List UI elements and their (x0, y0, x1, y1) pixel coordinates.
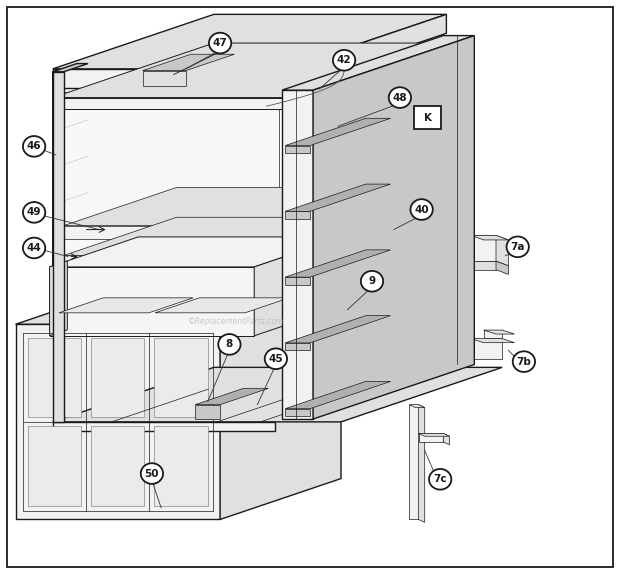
Polygon shape (220, 284, 341, 519)
Text: 45: 45 (268, 354, 283, 364)
Polygon shape (285, 277, 310, 285)
Circle shape (389, 87, 411, 108)
Polygon shape (50, 267, 254, 336)
Polygon shape (409, 405, 419, 519)
Polygon shape (418, 433, 443, 442)
Text: 9: 9 (368, 276, 376, 286)
Text: 49: 49 (27, 207, 42, 218)
Polygon shape (285, 316, 391, 343)
Text: 48: 48 (392, 92, 407, 103)
Circle shape (23, 136, 45, 157)
Polygon shape (282, 90, 313, 419)
Polygon shape (418, 405, 425, 522)
Circle shape (410, 199, 433, 220)
Polygon shape (195, 388, 268, 405)
Polygon shape (471, 261, 496, 270)
Polygon shape (471, 339, 515, 343)
Polygon shape (285, 184, 391, 211)
Polygon shape (285, 250, 391, 277)
Polygon shape (154, 426, 208, 506)
Text: 46: 46 (27, 141, 42, 152)
Circle shape (23, 238, 45, 258)
Text: 44: 44 (27, 243, 42, 253)
Polygon shape (50, 261, 68, 336)
Polygon shape (91, 426, 144, 506)
Polygon shape (285, 409, 310, 416)
Polygon shape (285, 381, 391, 409)
Polygon shape (50, 237, 343, 267)
Polygon shape (53, 69, 285, 88)
Text: 7b: 7b (516, 356, 531, 367)
Polygon shape (471, 339, 502, 359)
Polygon shape (64, 226, 279, 239)
Polygon shape (496, 261, 508, 274)
Circle shape (429, 469, 451, 490)
Circle shape (209, 33, 231, 53)
Polygon shape (154, 338, 208, 417)
Polygon shape (471, 235, 496, 261)
Text: 40: 40 (414, 204, 429, 215)
Circle shape (507, 236, 529, 257)
Circle shape (333, 50, 355, 71)
Circle shape (141, 463, 163, 484)
Polygon shape (443, 433, 449, 445)
Polygon shape (28, 338, 81, 417)
Polygon shape (64, 217, 392, 255)
Polygon shape (53, 98, 285, 109)
Circle shape (23, 202, 45, 223)
Polygon shape (53, 17, 214, 422)
Polygon shape (53, 72, 64, 422)
Polygon shape (64, 187, 392, 226)
Polygon shape (91, 338, 144, 417)
Polygon shape (484, 330, 515, 334)
Circle shape (513, 351, 535, 372)
Polygon shape (64, 92, 279, 419)
Polygon shape (195, 405, 220, 419)
Polygon shape (418, 433, 449, 436)
Polygon shape (285, 118, 391, 146)
Text: ©ReplacementParts.com: ©ReplacementParts.com (187, 317, 284, 326)
Polygon shape (59, 298, 193, 313)
Polygon shape (16, 284, 341, 324)
Polygon shape (53, 64, 88, 72)
Text: K: K (424, 113, 432, 123)
Polygon shape (496, 235, 508, 266)
Circle shape (361, 271, 383, 292)
FancyBboxPatch shape (414, 106, 441, 129)
Polygon shape (28, 426, 81, 506)
Polygon shape (282, 36, 474, 90)
Polygon shape (254, 237, 343, 336)
Text: 7a: 7a (510, 242, 525, 252)
Polygon shape (53, 43, 446, 98)
Text: 7c: 7c (433, 474, 447, 484)
Polygon shape (143, 55, 234, 71)
Circle shape (265, 348, 287, 369)
Polygon shape (53, 14, 446, 69)
Polygon shape (409, 405, 425, 408)
Text: 47: 47 (213, 38, 228, 48)
Polygon shape (285, 343, 310, 350)
Polygon shape (143, 71, 186, 86)
Text: 50: 50 (144, 468, 159, 479)
Polygon shape (285, 146, 310, 153)
Polygon shape (285, 211, 310, 219)
Text: 42: 42 (337, 55, 352, 65)
Polygon shape (64, 255, 279, 267)
Polygon shape (484, 330, 502, 338)
Text: 8: 8 (226, 339, 233, 350)
Polygon shape (53, 422, 275, 430)
Polygon shape (53, 367, 502, 422)
Polygon shape (313, 36, 474, 419)
Polygon shape (471, 235, 508, 240)
Polygon shape (16, 324, 220, 519)
Polygon shape (285, 14, 446, 88)
Polygon shape (155, 298, 289, 313)
Circle shape (218, 334, 241, 355)
Polygon shape (459, 339, 471, 353)
Polygon shape (53, 17, 446, 72)
